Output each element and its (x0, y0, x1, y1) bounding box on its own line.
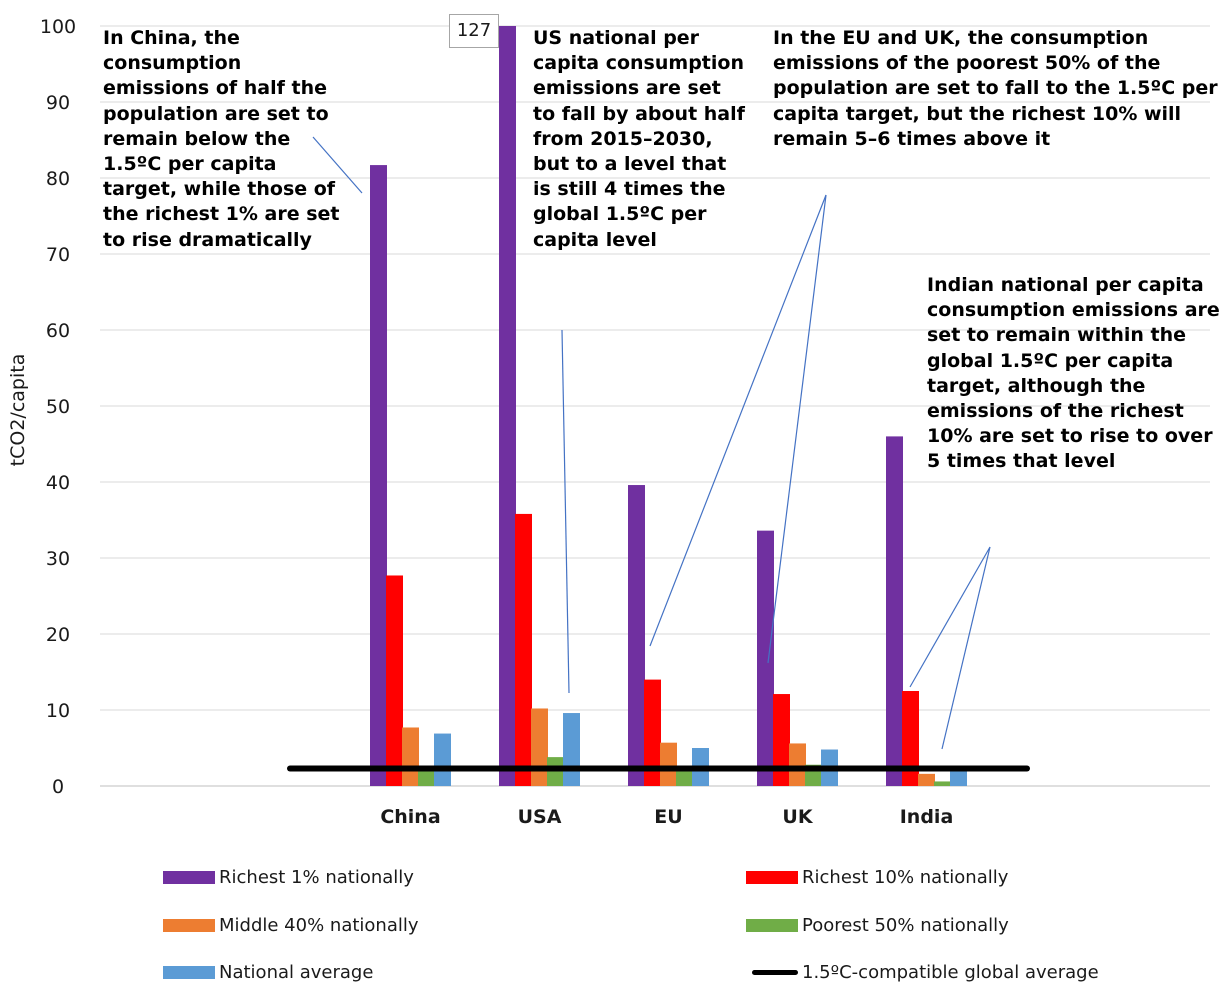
bar-usa-series-0 (499, 26, 516, 786)
y-tick-label: 70 (46, 244, 70, 266)
gridlines (100, 25, 1210, 787)
legend-swatch (163, 966, 215, 979)
legend-item-poorest-50: Poorest 50% nationally (746, 915, 1009, 936)
legend-item-richest-1: Richest 1% nationally (163, 867, 414, 888)
bar-usa-series-2 (531, 708, 548, 786)
x-tick-label: India (900, 806, 954, 828)
y-tick-label: 40 (46, 472, 70, 494)
y-tick-label: 80 (46, 168, 70, 190)
bar-uk-series-2 (789, 743, 806, 786)
x-tick-label: UK (782, 806, 813, 828)
bar-china-series-4 (434, 733, 451, 786)
y-tick-label: 30 (46, 548, 70, 570)
annotation-china: In China, the consumption emissions of h… (103, 27, 340, 251)
bar-usa-series-1 (515, 513, 532, 786)
bar-eu-series-3 (676, 767, 693, 786)
y-tick-label: 90 (46, 92, 70, 114)
bar-usa-series-4 (563, 713, 580, 786)
legend-line-swatch (752, 970, 798, 975)
y-tick-label: 100 (40, 16, 76, 38)
overflow-value-label: 127 (449, 14, 499, 48)
legend-label: Richest 1% nationally (219, 867, 414, 888)
leader-line (649, 194, 827, 647)
bar-india-series-2 (918, 773, 935, 786)
bar-india-series-0 (886, 436, 903, 786)
legend-label: Richest 10% nationally (802, 867, 1009, 888)
y-tick-label: 0 (52, 776, 64, 798)
y-axis-ticks: 0 10 20 30 40 50 60 70 80 90 100 (40, 16, 76, 798)
leader-line (909, 546, 991, 688)
bar-uk-series-0 (757, 530, 774, 786)
bar-india-series-1 (902, 691, 919, 786)
annotation-eu-uk: In the EU and UK, the consumption emissi… (773, 27, 1218, 150)
bar-eu-series-1 (644, 679, 661, 786)
y-tick-label: 10 (46, 700, 70, 722)
legend-swatch (163, 919, 215, 932)
x-tick-label: EU (654, 806, 682, 828)
bar-eu-series-2 (660, 742, 677, 786)
legend-label: National average (219, 962, 374, 983)
x-tick-label: China (380, 806, 440, 828)
legend-label: 1.5ºC-compatible global average (802, 962, 1099, 983)
y-tick-label: 50 (46, 396, 70, 418)
leader-line (312, 136, 363, 194)
legend-item-reference-line: 1.5ºC-compatible global average (752, 962, 1099, 983)
leader-line (767, 194, 827, 664)
legend-item-national-average: National average (163, 962, 373, 983)
bar-china-series-0 (370, 165, 387, 786)
annotation-usa: US national per capita consumption emiss… (533, 27, 745, 251)
bar-china-series-3 (418, 767, 435, 786)
annotation-india: Indian national per capita consumption e… (927, 274, 1220, 473)
legend-label: Poorest 50% nationally (802, 915, 1009, 936)
bar-china-series-2 (402, 727, 419, 786)
y-axis-label: tCO2/capita (7, 354, 29, 467)
bar-uk-series-1 (773, 694, 790, 786)
legend-swatch (746, 871, 798, 884)
x-axis-ticks: China USA EU UK India (380, 806, 953, 828)
bar-china-series-1 (386, 575, 403, 786)
legend-label: Middle 40% nationally (219, 915, 419, 936)
legend-swatch (163, 871, 215, 884)
annotation-leader-lines (312, 136, 991, 750)
leader-line (941, 546, 991, 750)
legend-item-richest-10: Richest 10% nationally (746, 867, 1008, 888)
bar-india-series-4 (950, 769, 967, 786)
bar-eu-series-0 (628, 485, 645, 786)
legend-swatch (746, 919, 798, 932)
bar-india-series-3 (934, 781, 951, 786)
x-tick-label: USA (518, 806, 562, 828)
y-tick-label: 20 (46, 624, 70, 646)
bar-usa-series-3 (547, 757, 564, 786)
legend-item-middle-40: Middle 40% nationally (163, 915, 419, 936)
leader-line (561, 329, 570, 694)
y-tick-label: 60 (46, 320, 70, 342)
